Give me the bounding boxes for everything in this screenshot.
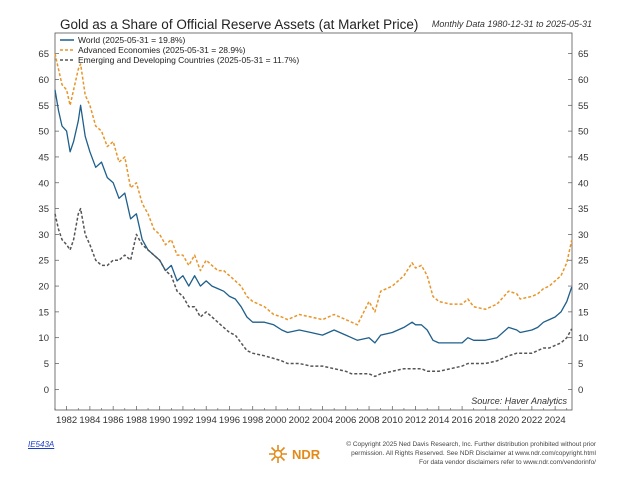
source-note: Source: Haver Analytics — [471, 396, 567, 406]
x-tick-label: 1992 — [172, 415, 193, 426]
x-tick-label: 2018 — [475, 415, 496, 426]
y-tick-label: 55 — [38, 101, 49, 112]
legend-label-0: World (2025-05-31 = 19.8%) — [78, 35, 186, 45]
x-tick-label: 2014 — [428, 415, 449, 426]
x-tick-label: 2010 — [382, 415, 403, 426]
ndr-logo-text: NDR — [292, 446, 321, 462]
y-tick-label: 60 — [578, 75, 589, 86]
y-tick-label: 30 — [578, 230, 589, 241]
y-tick-label: 40 — [38, 178, 49, 189]
x-tick-label: 1984 — [79, 415, 100, 426]
x-tick-label: 1996 — [219, 415, 240, 426]
copyright-line-1: © Copyright 2025 Ned Davis Research, Inc… — [346, 441, 596, 448]
y-tick-label: 20 — [578, 282, 589, 293]
series-line-2 — [54, 207, 573, 378]
series-line-0 — [54, 89, 573, 344]
ndr-logo: NDR — [268, 444, 320, 464]
legend-label-1: Advanced Economies (2025-05-31 = 28.9%) — [78, 45, 246, 55]
x-tick-label: 1986 — [103, 415, 124, 426]
y-tick-label: 25 — [578, 256, 589, 267]
y-axis-left: 0 5 10 15 20 25 30 35 40 45 50 55 60 65 — [38, 49, 59, 396]
ndr-sun-icon — [269, 445, 287, 463]
series-line-1 — [54, 53, 573, 326]
chart-code-link[interactable]: IE543A — [28, 440, 55, 449]
x-tick-label: 2016 — [452, 415, 473, 426]
y-tick-label: 0 — [578, 385, 583, 396]
x-tick-label: 2000 — [265, 415, 286, 426]
legend-label-2: Emerging and Developing Countries (2025-… — [78, 55, 299, 65]
x-tick-label: 2024 — [545, 415, 566, 426]
y-tick-label: 45 — [578, 152, 589, 163]
x-tick-label: 1988 — [126, 415, 147, 426]
series-lines — [54, 53, 573, 378]
y-tick-label: 30 — [38, 230, 49, 241]
y-tick-label: 45 — [38, 152, 49, 163]
x-tick-label: 1994 — [196, 415, 217, 426]
legend: World (2025-05-31 = 19.8%)Advanced Econo… — [60, 35, 299, 65]
y-tick-label: 35 — [38, 204, 49, 215]
y-tick-label: 15 — [38, 307, 49, 318]
y-tick-label: 65 — [578, 49, 589, 60]
x-tick-label: 2008 — [358, 415, 379, 426]
x-tick-label: 2004 — [312, 415, 333, 426]
x-tick-label: 2012 — [405, 415, 426, 426]
y-tick-label: 50 — [38, 127, 49, 138]
y-tick-label: 55 — [578, 101, 589, 112]
y-tick-label: 20 — [38, 282, 49, 293]
plot-frame — [54, 32, 573, 411]
x-axis: 1982 1984 1986 1988 1990 1992 1994 1996 1998 2000… — [54, 406, 568, 426]
y-tick-label: 15 — [578, 307, 589, 318]
y-tick-label: 25 — [38, 256, 49, 267]
x-tick-label: 1982 — [56, 415, 77, 426]
x-tick-label: 1998 — [242, 415, 263, 426]
y-tick-label: 5 — [578, 359, 583, 370]
x-tick-label: 2022 — [521, 415, 542, 426]
x-tick-label: 1990 — [149, 415, 170, 426]
copyright-line-3: For data vendor disclaimers refer to www… — [418, 459, 596, 466]
y-tick-label: 65 — [38, 49, 49, 60]
y-tick-label: 40 — [578, 178, 589, 189]
copyright-line-2: permission. All Rights Reserved. See NDR… — [351, 450, 596, 457]
y-tick-label: 60 — [38, 75, 49, 86]
y-axis-right: 0 5 10 15 20 25 30 35 40 45 50 55 60 65 — [568, 49, 589, 396]
copyright-block: © Copyright 2025 Ned Davis Research, Inc… — [300, 440, 596, 467]
chart-subtitle: Monthly Data 1980-12-31 to 2025-05-31 — [432, 19, 592, 29]
x-tick-label: 2002 — [289, 415, 310, 426]
y-tick-label: 35 — [578, 204, 589, 215]
y-tick-label: 10 — [38, 333, 49, 344]
y-tick-label: 5 — [44, 359, 49, 370]
y-tick-label: 10 — [578, 333, 589, 344]
y-tick-label: 0 — [44, 385, 49, 396]
chart-title: Gold as a Share of Official Reserve Asse… — [60, 17, 418, 32]
x-tick-label: 2006 — [335, 415, 356, 426]
y-tick-label: 50 — [578, 127, 589, 138]
x-tick-label: 2020 — [498, 415, 519, 426]
